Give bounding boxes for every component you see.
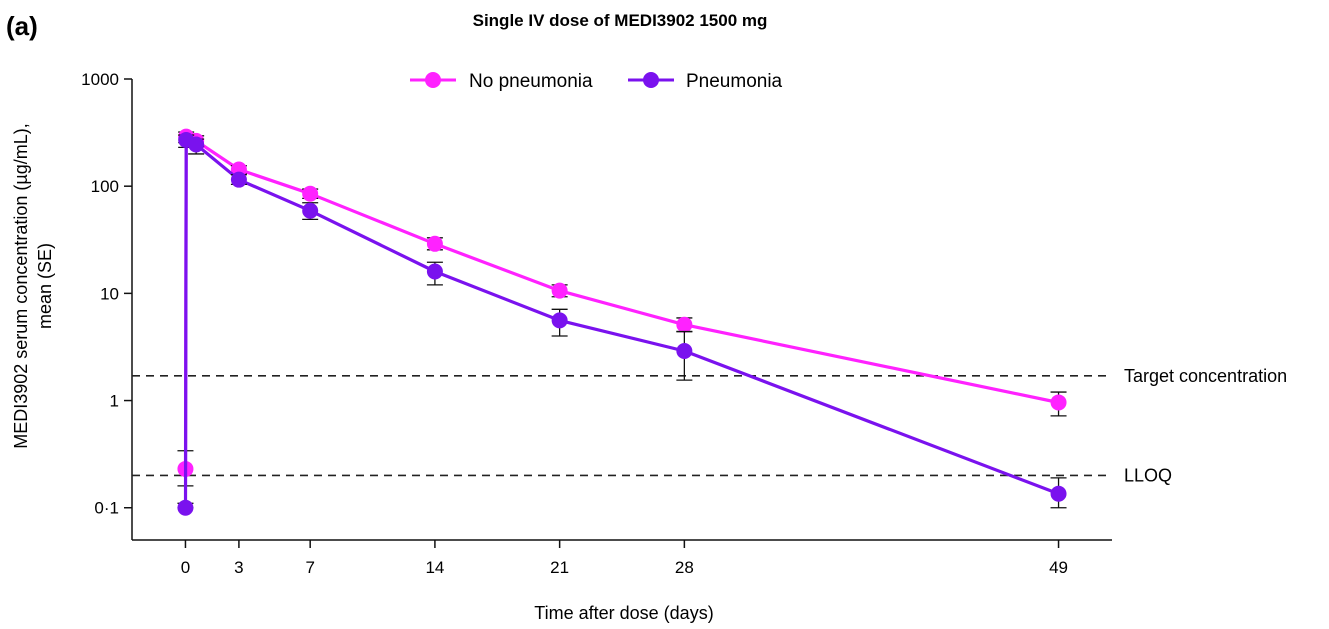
y-axis-label: MEDI3902 serum concentration (µg/mL), me… [11,123,55,449]
y-tick-label: 10 [100,284,119,303]
x-tick-label: 28 [675,558,694,577]
x-tick-label: 49 [1049,558,1068,577]
data-point [302,202,319,219]
y-tick-label: 100 [91,177,119,196]
data-point [177,499,194,516]
legend-label-no-pneumonia: No pneumonia [469,71,593,92]
panel-label: (a) [6,11,38,41]
x-tick-label: 0 [181,558,190,577]
data-point [676,316,693,333]
chart-title: Single IV dose of MEDI3902 1500 mg [473,11,768,30]
axes: 0 3 7 14 21 28 49 0·1 1 10 100 1000 [81,70,1112,577]
x-tick-label: 7 [305,558,314,577]
series-line [183,135,1059,470]
data-point [426,235,443,252]
y-tick-label: 1 [110,392,119,411]
y-axis-label-line2: mean (SE) [35,243,55,329]
y-tick-label: 1000 [81,70,119,89]
y-axis-label-line1: MEDI3902 serum concentration (µg/mL), [11,123,31,449]
legend-label-pneumonia: Pneumonia [686,71,783,92]
data-point [230,171,247,188]
reference-line-label: Target concentration [1124,366,1287,386]
data-point [302,185,319,202]
data-point [426,263,443,280]
legend: No pneumonia Pneumonia [410,71,783,92]
legend-marker-no-pneumonia [425,72,441,88]
legend-marker-pneumonia [643,72,659,88]
data-series [177,128,1067,516]
data-point [551,312,568,329]
data-point [676,342,693,359]
x-tick-label: 14 [425,558,444,577]
reference-line-label: LLOQ [1124,465,1172,485]
x-tick-label: 3 [234,558,243,577]
series-pneumonia [177,131,1067,516]
x-axis-label: Time after dose (days) [534,603,713,623]
y-tick-label: 0·1 [94,499,119,518]
reference-lines: Target concentration LLOQ [132,366,1287,485]
series-no-pneumonia [177,128,1067,487]
data-point [1050,485,1067,502]
x-tick-label: 21 [550,558,569,577]
data-point [551,282,568,299]
data-point [188,136,205,153]
data-point [1050,394,1067,411]
